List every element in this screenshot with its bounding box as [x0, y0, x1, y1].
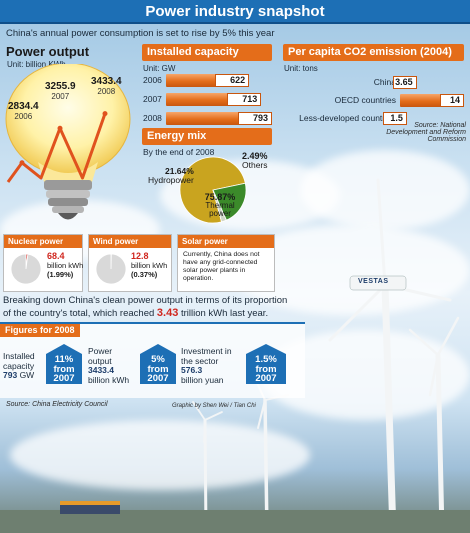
power-output-unit: Unit: billion KWh — [7, 60, 66, 69]
energy-mix-slice-others — [212, 189, 227, 223]
nuclear-power-title: Nuclear power — [4, 235, 82, 248]
solar-power-box: Solar power Currently, China does not ha… — [177, 234, 275, 292]
co2-label: China — [373, 77, 396, 87]
power-output-label-2008: 3433.4 2008 — [91, 76, 122, 96]
power-output-line-chart — [6, 111, 108, 183]
total-output-highlight: 3.43 — [156, 307, 179, 319]
figures-title: Figures for 2008 — [0, 324, 80, 337]
solar-power-title: Solar power — [178, 235, 274, 248]
nuclear-power-box: Nuclear power — [3, 234, 83, 292]
nuclear-pie — [10, 253, 42, 285]
nuclear-values: 68.4 billion kWh (1.99%) — [47, 251, 84, 280]
page-title: Power industry snapshot — [0, 0, 470, 24]
figure-investment-text: Investment in the sector 576.3 billion y… — [181, 346, 232, 385]
breaking-down-text: Breaking down China's clean power output… — [3, 295, 288, 319]
energy-mix-hydro-label: 21.64% Hydropower — [148, 166, 194, 185]
co2-unit: Unit: tons — [284, 64, 318, 73]
co2-value: 14 — [440, 94, 464, 107]
figure-output-change-badge: 5% from 2007 — [140, 344, 176, 384]
co2-title: Per capita CO2 emission (2004) — [283, 44, 464, 61]
energy-mix-others-label: 2.49% Others — [242, 151, 268, 170]
co2-label: OECD countries — [334, 95, 396, 105]
co2-source: Source: National Development and Reform … — [386, 122, 466, 143]
co2-label: Less-developed countries — [299, 113, 396, 123]
graphic-credit: Graphic by Shen Wei / Tian Chi — [172, 403, 256, 409]
subtitle: China's annual power consumption is set … — [6, 28, 275, 39]
source-note: Source: China Electricity Council — [6, 401, 108, 408]
turbine-brand-sign: VESTAS — [358, 278, 389, 285]
wind-values: 12.8 billion kWh (0.37%) — [131, 251, 168, 280]
co2-value: 1.5 — [382, 112, 407, 125]
power-output-point-2008 — [102, 111, 108, 117]
figure-investment-change-badge: 1.5% from 2007 — [246, 344, 286, 384]
power-output-point-2007 — [57, 125, 63, 131]
installed-capacity-label: 2008 — [143, 113, 162, 123]
power-output-label-2006: 2834.4 2006 — [8, 101, 39, 121]
solar-power-text: Currently, China does not have any grid-… — [183, 251, 260, 282]
energy-mix-slice-hydropower — [212, 182, 247, 221]
figure-output-text: Power output 3433.4 billion kWh — [88, 346, 130, 385]
figure-installed-text: Installed capacity 793 GW — [3, 351, 35, 380]
figures-panel: Figures for 2008 Installed capacity 793 … — [0, 322, 305, 398]
nuclear-slice-other — [10, 253, 42, 285]
power-output-title: Power output — [6, 44, 90, 59]
installed-capacity-label: 2006 — [143, 75, 162, 85]
installed-capacity-title: Installed capacity — [142, 44, 272, 61]
energy-mix-title: Energy mix — [142, 128, 272, 145]
installed-capacity-value: 622 — [215, 74, 250, 87]
energy-mix-pie — [179, 156, 247, 224]
power-output-point-2006 — [19, 160, 25, 166]
energy-mix-subtitle: By the end of 2008 — [143, 147, 215, 157]
wind-pie — [95, 253, 127, 285]
figure-installed-change-badge: 11% from 2007 — [46, 344, 82, 384]
installed-capacity-unit: Unit: GW — [143, 64, 176, 73]
installed-capacity-label: 2007 — [143, 94, 162, 104]
wind-slice-other — [95, 253, 127, 285]
power-output-line — [6, 113, 107, 183]
installed-capacity-value: 713 — [227, 93, 262, 106]
wind-power-title: Wind power — [89, 235, 171, 248]
co2-value: 3.65 — [392, 76, 417, 89]
installed-capacity-value: 793 — [238, 112, 272, 125]
energy-mix-thermal-label: 75.87% Thermal power — [204, 192, 236, 218]
power-output-label-2007: 3255.9 2007 — [45, 81, 76, 101]
